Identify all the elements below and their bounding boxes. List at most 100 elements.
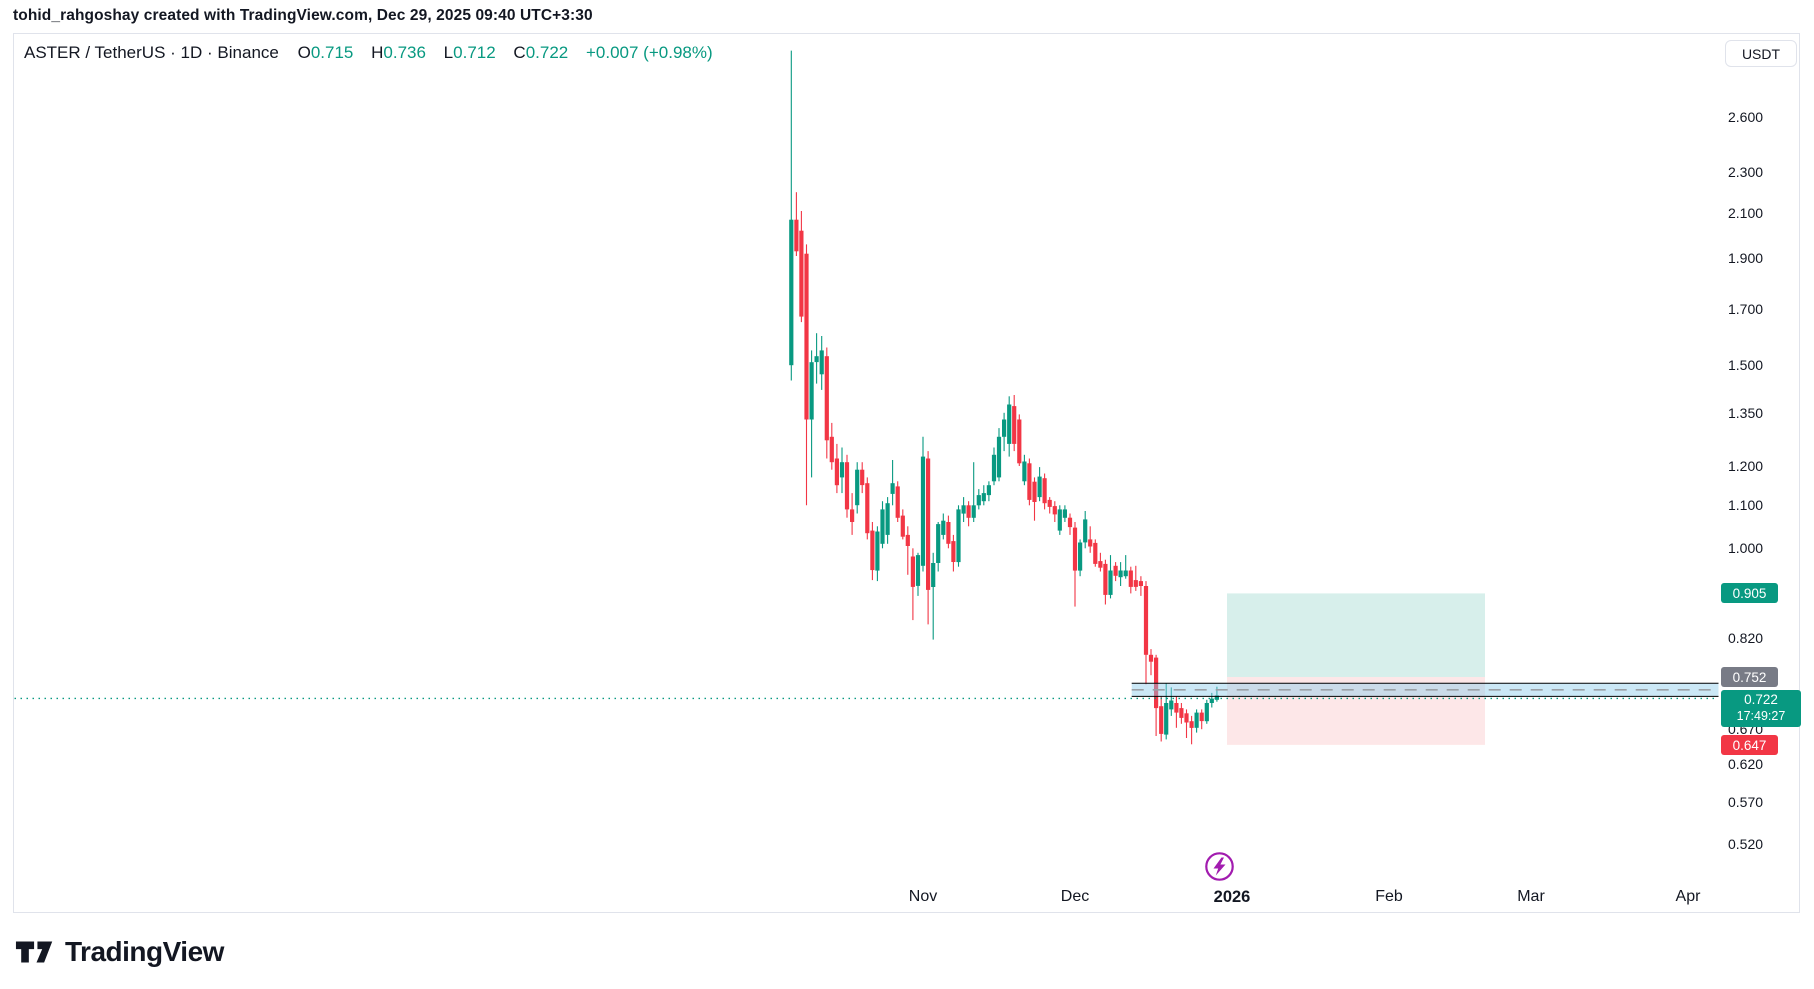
candle-body[interactable]	[915, 555, 921, 586]
loss-zone[interactable]	[1227, 677, 1485, 745]
candle-body[interactable]	[1108, 570, 1113, 595]
candle-body[interactable]	[1098, 561, 1103, 568]
candle-body[interactable]	[875, 531, 880, 571]
candle-body[interactable]	[789, 219, 794, 366]
legend-close-label: C	[513, 43, 526, 62]
tradingview-logo[interactable]: TradingView	[15, 936, 224, 968]
candle-body[interactable]	[1032, 481, 1037, 502]
entry-price-label: 0.752	[1721, 667, 1778, 687]
candle-body[interactable]	[1037, 476, 1042, 498]
candle-body[interactable]	[814, 356, 819, 363]
time-tick-label-apr: Apr	[1675, 888, 1701, 905]
candle-body[interactable]	[986, 485, 991, 496]
candle-body[interactable]	[1189, 721, 1194, 728]
legend-change: +0.007 (+0.98%)	[585, 43, 713, 62]
candle-body[interactable]	[1133, 580, 1138, 587]
candle-body[interactable]	[1072, 527, 1078, 571]
attribution-text: tohid_rahgoshay created with TradingView…	[13, 7, 593, 24]
candle-body[interactable]	[1148, 654, 1154, 662]
candle-body[interactable]	[1118, 570, 1123, 578]
candle-body[interactable]	[1123, 570, 1128, 577]
candle-body[interactable]	[844, 462, 850, 510]
candle-body[interactable]	[1209, 698, 1214, 703]
candle-body[interactable]	[1199, 712, 1204, 722]
candle-body[interactable]	[850, 509, 855, 522]
candle-body[interactable]	[880, 509, 885, 544]
candle-body[interactable]	[1184, 713, 1189, 723]
candle-body[interactable]	[926, 458, 931, 590]
candle-body[interactable]	[794, 219, 799, 252]
candle-body[interactable]	[981, 493, 986, 502]
candle-body[interactable]	[809, 362, 814, 420]
candle-body[interactable]	[829, 436, 834, 463]
candle-body[interactable]	[1012, 406, 1017, 444]
candle-body[interactable]	[1179, 708, 1184, 718]
candle-body[interactable]	[966, 505, 971, 518]
candle-body[interactable]	[1164, 703, 1169, 735]
candle-body[interactable]	[996, 436, 1002, 478]
candle-body[interactable]	[819, 350, 824, 375]
candle-body[interactable]	[976, 495, 981, 506]
candle-body[interactable]	[860, 469, 865, 486]
candle-body[interactable]	[1128, 570, 1133, 587]
candle-body[interactable]	[946, 522, 951, 544]
candle-body[interactable]	[936, 524, 941, 563]
candle-body[interactable]	[1204, 703, 1209, 722]
candle-body[interactable]	[900, 515, 905, 537]
candle-body[interactable]	[885, 503, 890, 535]
candle-body[interactable]	[961, 505, 966, 514]
candle-body[interactable]	[834, 458, 839, 486]
candle-body[interactable]	[890, 483, 895, 494]
candle-body[interactable]	[1002, 419, 1007, 437]
candle-body[interactable]	[1052, 506, 1057, 515]
candle-body[interactable]	[1159, 706, 1164, 734]
candle-body[interactable]	[1057, 509, 1062, 531]
candle-body[interactable]	[971, 505, 976, 518]
candle-body[interactable]	[804, 253, 809, 420]
candle-body[interactable]	[1047, 499, 1052, 507]
candle-body[interactable]	[1093, 542, 1098, 564]
candle-body[interactable]	[799, 230, 804, 317]
candle-body[interactable]	[1169, 700, 1174, 710]
candle-body[interactable]	[1138, 581, 1143, 586]
candle-body[interactable]	[1017, 419, 1022, 464]
candle-body[interactable]	[839, 462, 845, 478]
currency-toggle-button[interactable]: USDT	[1725, 40, 1797, 67]
candle-body[interactable]	[951, 541, 956, 562]
lightning-event-marker[interactable]	[1203, 850, 1236, 883]
candlestick-series[interactable]	[789, 50, 1219, 745]
candle-body[interactable]	[920, 456, 926, 566]
candle-body[interactable]	[941, 520, 946, 535]
candle-body[interactable]	[1027, 463, 1032, 500]
candle-body[interactable]	[870, 530, 875, 571]
candle-body[interactable]	[905, 534, 910, 546]
candle-body[interactable]	[1022, 461, 1027, 482]
profit-zone[interactable]	[1227, 593, 1485, 677]
candle-body[interactable]	[1143, 586, 1149, 655]
candle-body[interactable]	[1214, 695, 1219, 700]
candle-body[interactable]	[931, 563, 936, 587]
candle-body[interactable]	[865, 483, 870, 534]
candle-body[interactable]	[1088, 539, 1093, 547]
candle-body[interactable]	[1062, 509, 1067, 518]
candle-body[interactable]	[855, 469, 860, 506]
candle-body[interactable]	[1067, 517, 1073, 528]
candle-body[interactable]	[1113, 565, 1118, 576]
candle-body[interactable]	[1083, 519, 1088, 543]
candle-body[interactable]	[1007, 404, 1012, 444]
candle-body[interactable]	[824, 356, 829, 441]
candle-body[interactable]	[991, 454, 997, 482]
candle-body[interactable]	[1174, 703, 1179, 713]
candle-body[interactable]	[895, 486, 900, 518]
candle-body[interactable]	[1042, 478, 1047, 504]
entry-highlight-band[interactable]	[1131, 682, 1719, 697]
candle-body[interactable]	[956, 509, 961, 563]
price-tick-label: 2.100	[1728, 205, 1764, 222]
candle-body[interactable]	[1078, 542, 1083, 571]
candle-body[interactable]	[1103, 563, 1108, 595]
candle-body[interactable]	[1194, 712, 1199, 728]
price-tick-label: 0.520	[1728, 835, 1764, 852]
long-position-tool[interactable]	[1227, 593, 1485, 745]
candle-body[interactable]	[910, 556, 915, 587]
